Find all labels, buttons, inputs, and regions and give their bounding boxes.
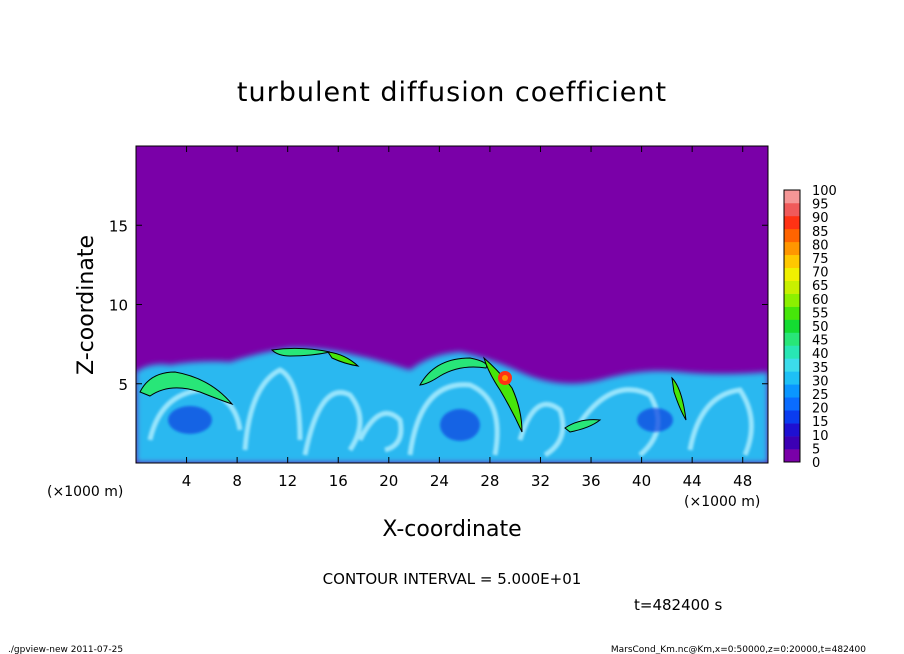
x-unit-label-right: (×1000 m) xyxy=(684,494,760,510)
colorbar-label: 80 xyxy=(812,238,829,253)
colorbar-swatch xyxy=(784,371,800,385)
contour-region xyxy=(270,347,331,357)
eddy-swirls xyxy=(147,367,754,458)
colorbar-swatch xyxy=(784,319,800,333)
colorbar-swatch xyxy=(784,241,800,256)
colorbar-swatch xyxy=(784,254,800,269)
x-tick-label: 28 xyxy=(480,472,499,490)
colorbar-swatch xyxy=(784,280,800,294)
x-axis-label: X-coordinate xyxy=(382,517,521,542)
swirl-line xyxy=(572,387,661,457)
colorbar-label: 50 xyxy=(812,320,829,335)
colorbar-label: 55 xyxy=(812,306,829,321)
footer-right: MarsCond_Km.nc@Km,x=0:50000,z=0:20000,t=… xyxy=(611,645,866,654)
x-unit-label-left: (×1000 m) xyxy=(47,484,123,500)
colorbar-swatch xyxy=(784,345,800,359)
contour-region xyxy=(139,371,234,406)
x-tick-label: 48 xyxy=(733,472,752,490)
x-tick-label: 24 xyxy=(430,472,449,490)
footer-left: ./gpview-new 2011-07-25 xyxy=(8,645,123,654)
colorbar-label: 5 xyxy=(812,442,820,457)
swirl-line xyxy=(242,367,303,451)
swirl-line xyxy=(407,382,500,456)
updraft-core-center xyxy=(502,375,508,381)
colorbar-swatch xyxy=(784,436,800,450)
colorbar-label: 90 xyxy=(812,211,829,226)
y-tick-label: 10 xyxy=(109,297,128,315)
colorbar-label: 20 xyxy=(812,402,829,417)
colorbar-label: 0 xyxy=(812,456,820,471)
swirl-line xyxy=(357,410,404,453)
colorbar-label: 95 xyxy=(812,198,829,213)
colorbar-label: 85 xyxy=(812,225,829,240)
x-tick-label: 32 xyxy=(531,472,550,490)
colorbar-frame xyxy=(783,189,801,463)
time-label: t=482400 s xyxy=(634,596,722,614)
x-tick-label: 20 xyxy=(379,472,398,490)
colorbar-swatch xyxy=(784,358,800,372)
colorbar-swatch xyxy=(784,423,800,437)
pocket xyxy=(168,406,212,434)
colorbar-swatch xyxy=(784,202,800,217)
colorbar-label: 45 xyxy=(812,334,829,349)
y-axis-label: Z-coordinate xyxy=(74,235,99,375)
colorbar-swatch xyxy=(784,306,800,320)
contour-region xyxy=(419,357,488,386)
y-tick-label: 5 xyxy=(118,376,128,394)
plot-area xyxy=(135,145,769,464)
contour-region xyxy=(671,376,687,421)
pocket xyxy=(440,409,480,441)
colorbar-label: 100 xyxy=(812,184,837,199)
x-axis-ticks: 4 8 12 16 20 24 28 32 36 40 44 48 xyxy=(182,146,752,490)
colorbar-swatch xyxy=(784,190,800,204)
swirl-line xyxy=(687,387,754,456)
colorbar-swatch xyxy=(784,332,800,346)
boundary-layer-region xyxy=(136,347,768,463)
colorbar-label: 40 xyxy=(812,347,829,362)
x-tick-label: 12 xyxy=(278,472,297,490)
colorbar-swatch xyxy=(784,293,800,307)
colorbar-label: 30 xyxy=(812,374,829,389)
turbulence-field xyxy=(136,347,768,463)
chart-title: turbulent diffusion coefficient xyxy=(237,77,667,108)
dark-pockets xyxy=(168,406,673,441)
x-tick-label: 8 xyxy=(232,472,242,490)
colorbar-swatch xyxy=(784,267,800,281)
colorbar-label: 60 xyxy=(812,293,829,308)
colorbar-label: 65 xyxy=(812,279,829,294)
colorbar-swatch xyxy=(784,215,800,230)
colorbar xyxy=(783,189,801,463)
colorbar-swatch xyxy=(784,449,800,463)
colorbar-label: 10 xyxy=(812,429,829,444)
contour-region xyxy=(326,351,360,367)
colorbar-swatch xyxy=(784,397,800,411)
colorbar-label: 35 xyxy=(812,361,829,376)
colorbar-label: 75 xyxy=(812,252,829,267)
pocket xyxy=(637,408,673,432)
colorbar-swatch xyxy=(784,228,800,243)
x-tick-label: 36 xyxy=(581,472,600,490)
colorbar-label: 15 xyxy=(812,415,829,430)
contour-region xyxy=(564,419,602,433)
swirl-line xyxy=(517,401,566,458)
contour-interval-text: CONTOUR INTERVAL = 5.000E+01 xyxy=(323,570,582,588)
x-tick-label: 16 xyxy=(329,472,348,490)
colorbar-label: 70 xyxy=(812,266,829,281)
y-axis-ticks: 5 10 15 xyxy=(109,217,768,394)
colorbar-labels: 0510152025303540455055606570758085909510… xyxy=(812,184,837,471)
colorbar-swatch xyxy=(784,410,800,424)
x-tick-label: 44 xyxy=(683,472,702,490)
x-tick-label: 40 xyxy=(632,472,651,490)
y-tick-label: 15 xyxy=(109,217,128,235)
contour-regions xyxy=(139,347,687,433)
swirl-line xyxy=(302,390,363,456)
x-tick-label: 4 xyxy=(182,472,192,490)
colorbar-label: 25 xyxy=(812,388,829,403)
colorbar-swatch xyxy=(784,384,800,398)
